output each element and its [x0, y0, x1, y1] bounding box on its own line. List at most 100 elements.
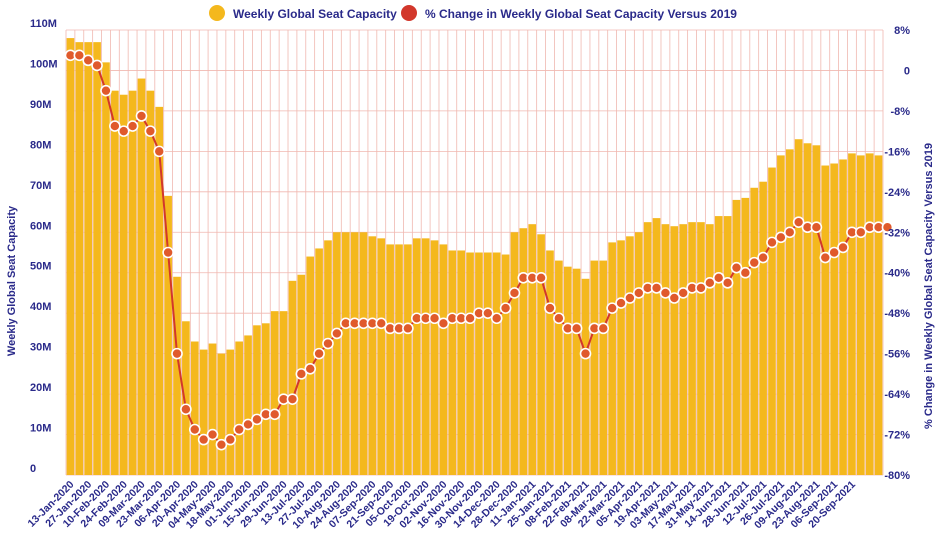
line-point	[171, 347, 183, 360]
line-point	[739, 266, 752, 279]
line-point	[650, 282, 663, 294]
line-point	[215, 438, 228, 451]
bar	[741, 197, 750, 476]
legend-bar-swatch	[209, 5, 225, 21]
bar	[528, 224, 537, 475]
line-point	[757, 251, 769, 264]
bar	[84, 42, 93, 476]
line-point	[748, 256, 761, 269]
line-point	[499, 302, 512, 314]
bar	[66, 38, 75, 475]
y-axis-right-label: % Change in Weekly Global Seat Capacity …	[923, 143, 935, 429]
left-tick-label: 60M	[30, 220, 51, 232]
bar	[199, 349, 208, 475]
bar	[688, 222, 696, 475]
bar	[315, 248, 323, 475]
bar	[377, 238, 386, 475]
bar	[190, 341, 199, 475]
line-point	[677, 287, 689, 299]
bar	[421, 238, 430, 475]
line-point	[535, 271, 547, 284]
line-point	[91, 59, 103, 72]
line-point	[597, 322, 610, 335]
line-point	[286, 393, 299, 405]
bar	[785, 149, 794, 475]
bar	[404, 244, 412, 475]
left-tick-label: 10M	[30, 423, 51, 435]
bar	[226, 349, 235, 475]
left-tick-label: 30M	[30, 342, 51, 354]
right-tick-label: -64%	[884, 389, 910, 401]
bar	[386, 244, 394, 475]
bar	[759, 181, 767, 476]
line-point	[153, 145, 166, 158]
bar	[155, 106, 164, 475]
bar	[848, 153, 856, 476]
line-point	[135, 110, 148, 122]
line-point	[624, 292, 636, 304]
left-tick-label: 100M	[30, 58, 58, 70]
bar	[270, 311, 279, 475]
bar	[714, 216, 723, 475]
bar	[484, 252, 492, 475]
line-point	[783, 226, 796, 239]
bar	[723, 216, 732, 475]
bar	[102, 62, 110, 475]
bar	[634, 232, 643, 475]
bar	[253, 325, 261, 475]
line-point	[606, 302, 618, 314]
bar	[261, 323, 270, 475]
line-point	[730, 261, 743, 274]
bar	[777, 155, 785, 475]
bar	[324, 240, 332, 475]
bar	[546, 250, 554, 475]
bar	[217, 353, 226, 475]
bar	[244, 335, 252, 475]
line-point	[579, 347, 592, 360]
right-axis-ticks: -80% -72% -64% -56% -48% -40% -32% -24% -16% -8% 0…	[884, 25, 910, 482]
line-point	[233, 423, 245, 436]
x-axis-ticks: 13-Jan-202027-Jan-202010-Feb-202024-Feb-…	[26, 479, 859, 532]
left-tick-label: 90M	[30, 99, 51, 111]
bar-series	[66, 38, 883, 476]
line-point	[632, 287, 645, 299]
bar	[368, 236, 377, 475]
line-point	[313, 347, 325, 360]
bar	[581, 278, 590, 475]
line-point	[570, 322, 583, 335]
bar	[794, 139, 803, 475]
bar	[590, 260, 599, 475]
line-point	[881, 221, 894, 234]
bar	[288, 280, 297, 475]
bar	[164, 195, 172, 475]
line-point	[668, 292, 681, 304]
legend-line-swatch	[401, 5, 417, 21]
bar	[768, 167, 776, 475]
line-point	[304, 363, 317, 375]
line-point	[712, 271, 725, 284]
line-point	[144, 125, 157, 137]
line-point	[242, 418, 254, 431]
bar	[412, 238, 421, 475]
line-point	[82, 54, 95, 67]
right-tick-label: -16%	[884, 146, 910, 158]
right-tick-label: -80%	[884, 470, 910, 482]
line-point	[109, 120, 121, 132]
line-point	[482, 307, 494, 319]
bar	[182, 321, 190, 475]
legend: Weekly Global Seat Capacity % Change in …	[209, 5, 737, 21]
line-point	[180, 403, 192, 416]
line-point	[854, 226, 867, 239]
bar	[173, 276, 181, 475]
bar	[874, 155, 883, 475]
bar	[812, 145, 821, 475]
bar	[750, 187, 759, 476]
line-point	[837, 241, 849, 254]
bar	[821, 165, 830, 476]
bar	[475, 252, 483, 475]
bar	[652, 218, 661, 475]
line-point	[792, 216, 805, 228]
line-point	[331, 327, 343, 340]
legend-bar-label: Weekly Global Seat Capacity	[233, 7, 397, 21]
